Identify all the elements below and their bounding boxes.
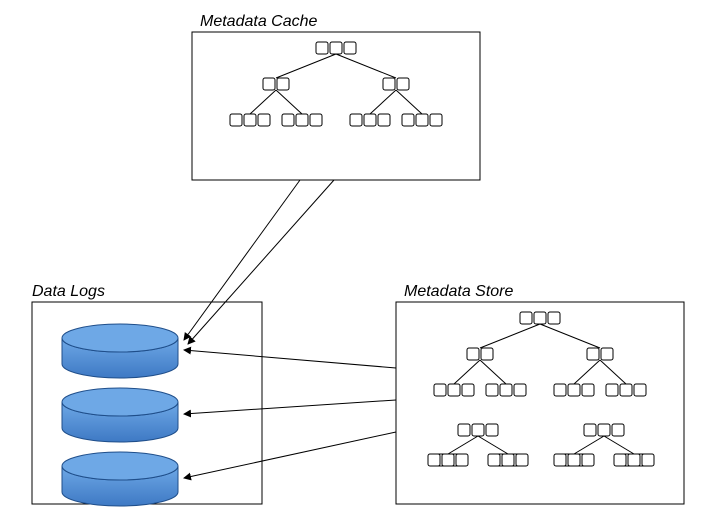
data-log-cylinder-icon <box>62 388 178 442</box>
metadata_cache: Metadata Cache <box>192 13 480 180</box>
data_logs-label: Data Logs <box>32 283 105 300</box>
data-log-cylinder-icon <box>62 324 178 378</box>
metadata_store-label: Metadata Store <box>404 283 514 300</box>
data-log-cylinder-icon <box>62 452 178 506</box>
metadata_cache-label: Metadata Cache <box>200 13 318 30</box>
